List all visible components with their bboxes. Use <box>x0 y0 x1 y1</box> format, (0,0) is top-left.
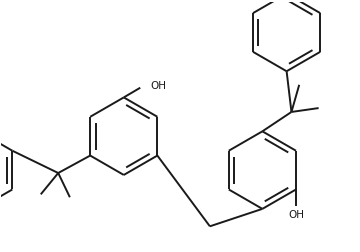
Text: OH: OH <box>150 81 166 91</box>
Text: OH: OH <box>288 210 304 220</box>
